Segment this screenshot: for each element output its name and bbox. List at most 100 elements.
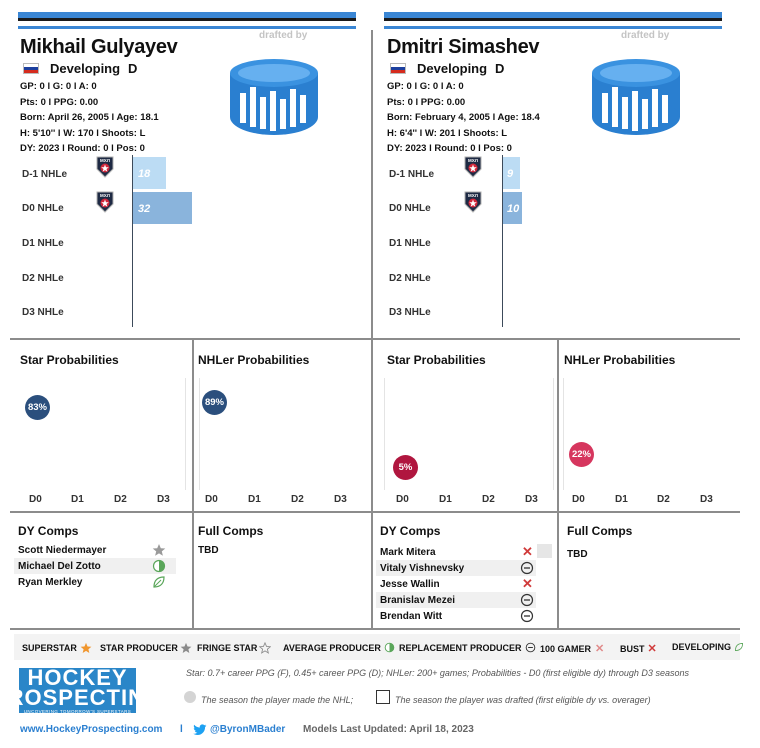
legend-bust: BUST ✕: [620, 642, 657, 655]
legend-label: REPLACEMENT PRODUCER: [399, 642, 522, 653]
stat-line: DY: 2023 l Round: 0 l Pos: 0: [20, 143, 145, 154]
player-name: Dmitri Simashev: [387, 36, 540, 58]
drafted-season-marker: [537, 544, 552, 558]
row-label-d0: D0 NHLe: [389, 203, 431, 214]
nhle-bar-label: 32: [138, 203, 151, 215]
row-label-d2: D2 NHLe: [389, 273, 431, 284]
definitions-note: Star: 0.7+ career PPG (F), 0.45+ career …: [186, 668, 689, 678]
nhle-bar: [133, 157, 167, 189]
stat-line: Pts: 0 l PPG: 0.00: [387, 96, 466, 108]
legend-label: 100 GAMER: [540, 643, 592, 654]
comp-name: Jesse Wallin: [380, 578, 440, 590]
khl-logo-icon: MXЛ: [464, 156, 482, 178]
row-label-d3: D3 NHLe: [389, 307, 431, 318]
star-probabilities-title: Star Probabilities: [387, 353, 486, 367]
hockey-puck-icon: [592, 59, 680, 135]
developing-icon: [735, 642, 744, 652]
plot-border: [384, 378, 385, 490]
khl-logo-text: MXЛ: [468, 193, 478, 198]
legend-star-producer: STAR PRODUCER: [100, 642, 192, 654]
stat-line: GP: 0 l G: 0 l A: 0: [20, 81, 97, 92]
footer-separator: l: [180, 724, 183, 735]
legend-superstar: SUPERSTAR: [22, 642, 92, 654]
khl-logo-icon: MXЛ: [96, 191, 114, 213]
row-label-d-1: D-1 NHLe: [389, 169, 435, 180]
stat-line: H: 5'10'' l W: 170 l Shoots: L: [20, 127, 146, 139]
row-label-d1: D1 NHLe: [389, 238, 431, 249]
star-probabilities-title: Star Probabilities: [20, 353, 119, 367]
khl-logo-text: MXЛ: [100, 193, 110, 198]
nhle-bar: [133, 192, 193, 224]
star-probability-dot: 5%: [393, 455, 418, 480]
nhler-probability-dot: 89%: [202, 390, 227, 415]
drafted-note: The season the player was drafted (first…: [395, 695, 651, 705]
made-nhl-marker-icon: [184, 691, 196, 703]
comp-row: Branislav Mezei: [376, 592, 536, 608]
tick-d1: D1: [248, 494, 261, 505]
average-producer-icon: [384, 642, 395, 653]
star-icon: [152, 544, 166, 556]
full-comps-value: TBD: [198, 545, 219, 556]
player-position: D: [128, 61, 138, 76]
section-divider: [10, 338, 740, 340]
legend-label: SUPERSTAR: [22, 643, 77, 653]
full-comps-value: TBD: [567, 549, 588, 560]
section-divider: [10, 628, 740, 630]
tick-d3: D3: [525, 494, 538, 505]
khl-logo-text: MXЛ: [100, 158, 110, 163]
logo-tagline: UNCOVERING TOMORROW'S SUPERSTARS: [23, 708, 132, 714]
comp-name: Mark Mitera: [380, 546, 436, 558]
legend-average-producer: AVERAGE PRODUCER: [283, 642, 395, 653]
row-label-d1: D1 NHLe: [22, 238, 64, 249]
left-top-bar: [18, 12, 356, 21]
tick-d2: D2: [114, 494, 127, 505]
website-link[interactable]: www.HockeyProspecting.com: [20, 724, 163, 735]
nhle-axis: [132, 155, 133, 327]
column-divider: [192, 339, 194, 628]
nhle-bar-label: 18: [138, 168, 151, 180]
legend-label: AVERAGE PRODUCER: [283, 642, 381, 653]
x-icon: ✕: [522, 544, 533, 559]
player-stats: GP: 0 l G: 0 l A: 0 Pts: 0 l PPG: 0.00 B…: [20, 79, 159, 157]
logo-line1: HOCKEY: [27, 664, 128, 690]
legend-developing: DEVELOPING: [672, 642, 744, 652]
dy-comps-title: DY Comps: [18, 524, 79, 538]
full-comps-title: Full Comps: [198, 524, 264, 538]
player-position: D: [495, 61, 505, 76]
plot-border: [185, 378, 186, 490]
stat-line: Born: April 26, 2005 l Age: 18.1: [20, 112, 159, 123]
legend-bar: [14, 634, 740, 660]
tick-d1: D1: [615, 494, 628, 505]
comp-name: Scott Niedermayer: [18, 544, 107, 556]
comp-row: Vitaly Vishnevsky: [376, 560, 536, 576]
x-icon: ✕: [522, 576, 533, 591]
superstar-icon: [80, 642, 92, 653]
plot-border: [553, 378, 554, 490]
tick-d2: D2: [291, 494, 304, 505]
drafted-by-label: drafted by: [259, 30, 308, 41]
plot-border: [563, 378, 564, 490]
comp-name: Michael Del Zotto: [18, 560, 101, 572]
tick-d1: D1: [439, 494, 452, 505]
right-top-bar-accent: [384, 26, 722, 29]
player-stats: GP: 0 l G: 0 l A: 0 Pts: 0 l PPG: 0.00 B…: [387, 79, 540, 157]
minus-circle-icon: [520, 561, 534, 575]
stat-line: Pts: 0 l PPG: 0.00: [20, 96, 99, 108]
tick-d0: D0: [396, 494, 409, 505]
nhle-bar: [503, 157, 520, 189]
khl-logo-icon: MXЛ: [464, 191, 482, 213]
center-divider: [371, 30, 373, 628]
player-status: Developing: [50, 61, 121, 76]
legend-100-gamer: 100 GAMER ✕: [540, 642, 604, 655]
legend-label: FRINGE STAR: [197, 643, 258, 653]
twitter-handle-link[interactable]: @ByronMBader: [210, 724, 286, 735]
tick-d2: D2: [657, 494, 670, 505]
tick-d0: D0: [29, 494, 42, 505]
khl-logo-icon: MXЛ: [96, 156, 114, 178]
leaf-icon: [153, 576, 165, 588]
half-circle-icon: [152, 559, 166, 573]
comp-row: Jesse Wallin ✕: [376, 576, 536, 592]
tick-d2: D2: [482, 494, 495, 505]
hockey-prospecting-logo: HOCKEY PROSPECTING UNCOVERING TOMORROW'S…: [0, 664, 162, 714]
models-updated: Models Last Updated: April 18, 2023: [303, 724, 474, 735]
